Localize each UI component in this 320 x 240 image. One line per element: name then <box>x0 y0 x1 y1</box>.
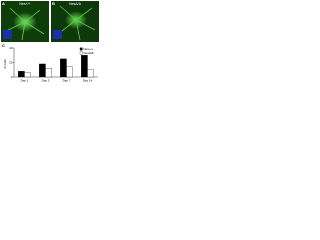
x-tick-label: Day 14 <box>83 78 93 82</box>
bar <box>66 66 73 78</box>
y-tick-label: 20 <box>9 60 13 64</box>
x-tick-label: Day 7 <box>63 78 71 82</box>
x-tick-label: Day 1 <box>21 78 29 82</box>
micrograph-b <box>51 1 99 42</box>
bar <box>87 69 94 78</box>
legend-swatch <box>79 47 83 51</box>
panel-letter: A <box>2 1 5 6</box>
bar <box>24 72 31 78</box>
panel-letter: C <box>2 43 5 48</box>
bar <box>18 71 25 78</box>
panel-label: NesΔ/Δ <box>69 2 82 6</box>
panel-label: Nes+/+ <box>19 2 30 6</box>
bar <box>81 55 88 78</box>
legend-label: Nes+/+ <box>84 47 94 51</box>
y-tick-label: 0 <box>11 75 13 79</box>
figure: A Nes+/+ B NesΔ/Δ C % cells 0 20 40 Day 1 Da… <box>1 1 99 82</box>
legend-swatch <box>79 51 83 55</box>
y-tick-label: 40 <box>9 46 13 50</box>
bar <box>60 58 67 78</box>
bar <box>39 63 46 78</box>
y-axis-label: % cells <box>3 59 7 69</box>
x-tick-label: Day 3 <box>42 78 50 82</box>
legend-label: NesΔ/Δ <box>84 51 94 55</box>
bar <box>45 68 52 78</box>
micrograph-a <box>1 1 49 42</box>
panel-letter: B <box>52 1 55 6</box>
